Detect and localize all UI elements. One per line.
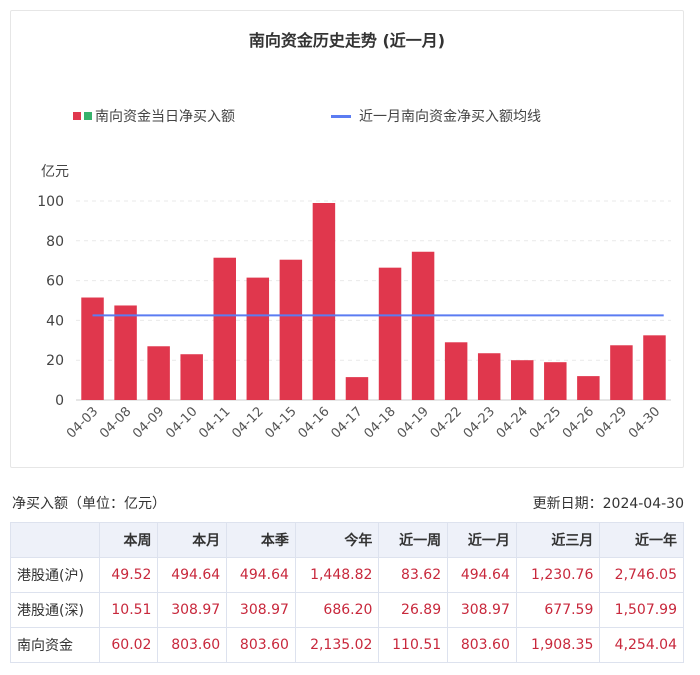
table-cell: 1,230.76 [515, 557, 601, 593]
table-cell: 677.59 [515, 592, 601, 628]
table-cell: 1,908.35 [515, 627, 601, 663]
table-cell: 803.60 [157, 627, 228, 663]
table-cell: 494.64 [447, 557, 517, 593]
bar [180, 354, 203, 400]
bar [511, 360, 534, 400]
bar [213, 257, 236, 400]
table-cell: 1,507.99 [599, 592, 684, 628]
table-cell: 60.02 [98, 627, 159, 663]
x-tick-label: 04-24 [494, 404, 531, 441]
bar [312, 202, 336, 400]
bar [411, 251, 435, 400]
bar [81, 297, 104, 400]
table-cell: 2,746.05 [599, 557, 684, 593]
y-tick-label: 20 [46, 353, 64, 369]
bar [378, 267, 402, 400]
x-tick-label: 04-29 [593, 404, 630, 441]
y-tick-label: 0 [55, 393, 64, 409]
y-tick-label: 40 [46, 313, 64, 329]
col-header: 本季 [226, 522, 296, 558]
col-header: 本周 [98, 522, 159, 558]
chart-title: 南向资金历史走势 (近一月) [248, 31, 446, 50]
x-tick-label: 04-09 [130, 404, 167, 441]
x-tick-label: 04-22 [428, 404, 465, 441]
bar [643, 335, 666, 400]
table-cell: 308.97 [226, 592, 296, 628]
table-cell: 686.20 [294, 592, 380, 628]
x-tick-label: 04-17 [328, 404, 365, 441]
y-tick-label: 80 [46, 234, 64, 250]
x-tick-label: 04-08 [97, 404, 134, 441]
table-cell: 110.51 [378, 627, 449, 663]
net-buy-table: 本周 本月 本季 今年 近一周 近一月 近三月 近一年 港股通(沪) 49.52… [10, 522, 684, 663]
col-header: 近一月 [447, 522, 517, 558]
table-corner [10, 522, 100, 558]
x-tick-label: 04-18 [362, 404, 399, 441]
x-tick-label: 04-10 [163, 404, 200, 441]
x-tick-label: 04-26 [560, 404, 597, 441]
bar [444, 342, 468, 400]
legend-line-label: 近一月南向资金净买入额均线 [359, 109, 541, 125]
x-tick-label: 04-03 [64, 404, 101, 441]
table-section-label: 净买入额（单位：亿元） [12, 496, 166, 512]
table-cell: 308.97 [157, 592, 228, 628]
x-tick-label: 04-12 [229, 404, 266, 441]
table-cell: 803.60 [226, 627, 296, 663]
row-name: 南向资金 [10, 627, 100, 663]
x-tick-label: 04-30 [626, 404, 663, 441]
table-cell: 2,135.02 [294, 627, 380, 663]
legend-swatch-red [73, 112, 81, 120]
bar-chart: 亿元02040608010004-0304-0804-0904-1004-110… [37, 164, 671, 442]
table-cell: 494.64 [226, 557, 296, 593]
col-header: 近一周 [378, 522, 449, 558]
row-name: 港股通(沪) [10, 557, 100, 593]
bar [279, 259, 303, 400]
row-name: 港股通(深) [10, 592, 100, 628]
col-header: 本月 [157, 522, 228, 558]
x-tick-label: 04-16 [295, 404, 332, 441]
table-cell: 4,254.04 [599, 627, 684, 663]
table-cell: 308.97 [447, 592, 517, 628]
table-cell: 494.64 [157, 557, 228, 593]
legend-bar[interactable]: 南向资金当日净买入额 [73, 106, 235, 126]
col-header: 近一年 [599, 522, 684, 558]
table-cell: 26.89 [378, 592, 449, 628]
update-date: 更新日期：2024-04-30 [532, 496, 684, 512]
chart-card: 亿元 0 20 40 60 80 100 04-03 04-08 04-09 04-10 04-11 0… [10, 10, 684, 468]
x-tick-label: 04-19 [395, 404, 432, 441]
table-cell: 49.52 [98, 557, 159, 593]
x-tick-label: 04-23 [461, 404, 498, 441]
x-tick-label: 04-11 [196, 404, 233, 441]
table-header-row: 本周 本月 本季 今年 近一周 近一月 近三月 近一年 [10, 522, 684, 558]
legend-bar-label: 南向资金当日净买入额 [95, 109, 235, 125]
table-row: 港股通(深) 10.51 308.97 308.97 686.20 26.89 … [10, 592, 684, 628]
col-header: 近三月 [515, 522, 601, 558]
bar [577, 376, 600, 400]
col-header: 今年 [294, 522, 380, 558]
y-tick-label: 100 [37, 194, 64, 210]
y-tick-label: 60 [46, 274, 64, 290]
y-axis-unit-label: 亿元 [41, 164, 69, 180]
table-cell: 1,448.82 [294, 557, 380, 593]
bar [477, 353, 501, 400]
bar [610, 345, 633, 400]
table-cell: 83.62 [378, 557, 449, 593]
bar [114, 305, 137, 400]
legend-swatch-green [84, 112, 92, 120]
legend-line-swatch [331, 114, 351, 118]
x-tick-label: 04-15 [262, 404, 299, 441]
table-cell: 10.51 [98, 592, 159, 628]
x-tick-label: 04-25 [527, 404, 564, 441]
bar [246, 277, 270, 400]
table-cell: 803.60 [447, 627, 517, 663]
bar [147, 346, 170, 400]
legend-line[interactable]: 近一月南向资金净买入额均线 [331, 106, 541, 126]
bar [345, 377, 369, 400]
bar [544, 362, 567, 400]
table-row: 南向资金 60.02 803.60 803.60 2,135.02 110.51… [10, 627, 684, 663]
table-row: 港股通(沪) 49.52 494.64 494.64 1,448.82 83.6… [10, 557, 684, 593]
